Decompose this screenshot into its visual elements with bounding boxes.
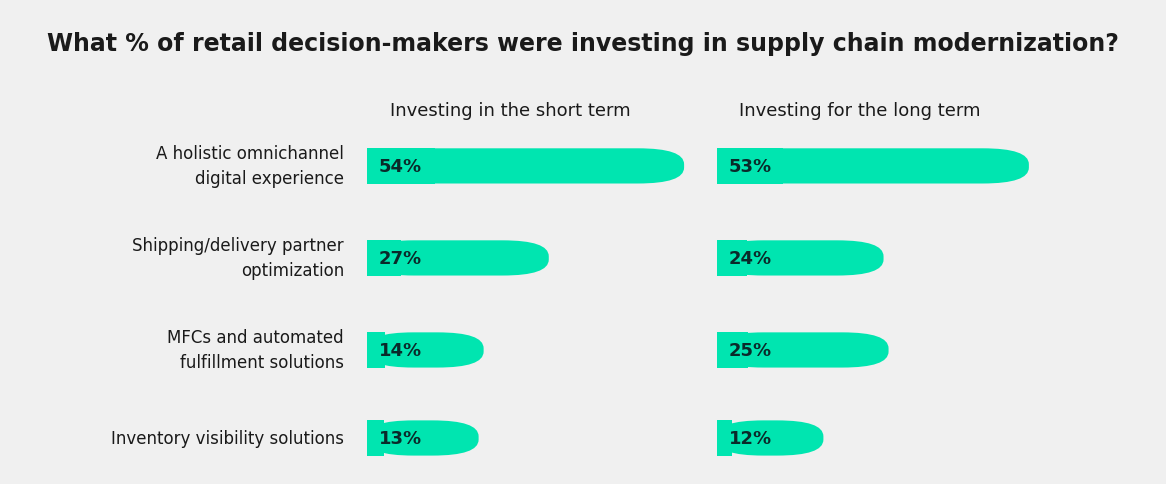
Text: Investing for the long term: Investing for the long term (739, 102, 981, 120)
FancyBboxPatch shape (717, 241, 747, 276)
FancyBboxPatch shape (717, 241, 884, 276)
Text: Investing in the short term: Investing in the short term (389, 102, 631, 120)
FancyBboxPatch shape (717, 149, 1028, 184)
FancyBboxPatch shape (367, 241, 549, 276)
Text: 54%: 54% (379, 158, 422, 176)
FancyBboxPatch shape (367, 421, 478, 455)
FancyBboxPatch shape (367, 241, 401, 276)
Text: 27%: 27% (379, 249, 422, 267)
FancyBboxPatch shape (717, 149, 784, 184)
FancyBboxPatch shape (717, 333, 749, 368)
Text: What % of retail decision-makers were investing in supply chain modernization?: What % of retail decision-makers were in… (47, 32, 1119, 56)
FancyBboxPatch shape (717, 421, 732, 455)
Text: 14%: 14% (379, 341, 422, 359)
Text: A holistic omnichannel
digital experience: A holistic omnichannel digital experienc… (156, 145, 344, 188)
Text: MFCs and automated
fulfillment solutions: MFCs and automated fulfillment solutions (168, 329, 344, 372)
FancyBboxPatch shape (367, 421, 384, 455)
FancyBboxPatch shape (717, 333, 888, 368)
Text: 53%: 53% (729, 158, 772, 176)
FancyBboxPatch shape (367, 333, 484, 368)
Text: Inventory visibility solutions: Inventory visibility solutions (111, 429, 344, 447)
FancyBboxPatch shape (367, 149, 684, 184)
FancyBboxPatch shape (717, 421, 823, 455)
FancyBboxPatch shape (367, 333, 385, 368)
Text: 13%: 13% (379, 429, 422, 447)
Text: 12%: 12% (729, 429, 772, 447)
Text: Shipping/delivery partner
optimization: Shipping/delivery partner optimization (133, 237, 344, 280)
Text: 24%: 24% (729, 249, 772, 267)
Text: 25%: 25% (729, 341, 772, 359)
FancyBboxPatch shape (367, 149, 435, 184)
